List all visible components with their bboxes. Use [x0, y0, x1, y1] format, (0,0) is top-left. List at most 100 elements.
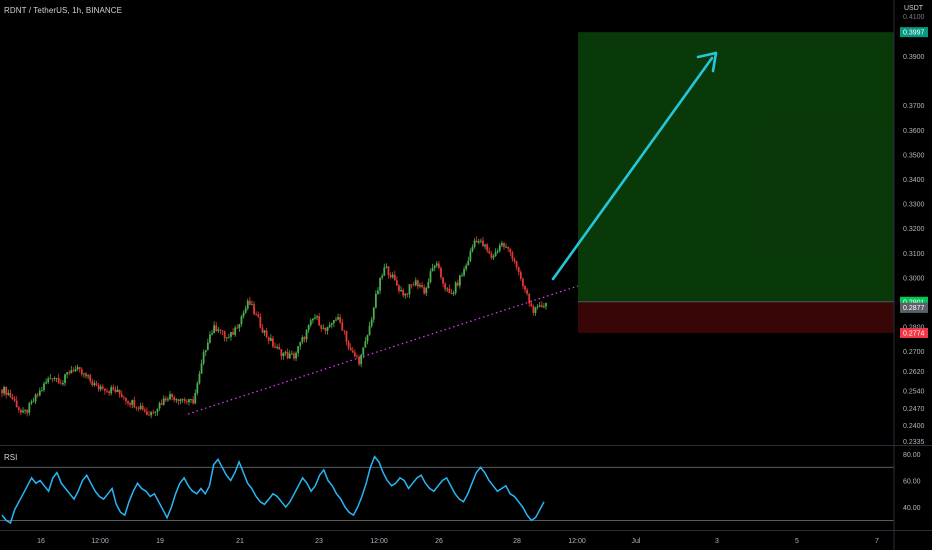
candle-body: [494, 252, 497, 257]
candle-body: [97, 384, 100, 390]
candle-body: [452, 292, 455, 295]
candle-body: [106, 390, 108, 392]
candle-body: [309, 320, 312, 326]
candle-body: [492, 256, 495, 258]
rsi-line: [1, 455, 545, 525]
candle-body: [99, 386, 102, 390]
price-tick-label: 0.3000: [903, 275, 925, 282]
candle-body: [503, 243, 505, 248]
candle-body: [272, 338, 274, 347]
candle-body: [303, 337, 306, 340]
symbol-title[interactable]: RDNT / TetherUS, 1h, BINANCE: [4, 6, 123, 15]
candle-body: [244, 308, 247, 313]
candle-body: [76, 367, 79, 370]
candle-body: [9, 392, 12, 397]
candle-body: [479, 240, 482, 242]
price-tick-label: 0.4100: [903, 14, 925, 21]
candle-body: [467, 260, 470, 266]
candle-body: [89, 375, 92, 382]
candle-body: [477, 241, 480, 243]
candle-body: [185, 401, 188, 403]
candle-body: [20, 409, 22, 413]
rsi-pane: 40.00 60.00 80.00: [0, 452, 921, 525]
candle-body: [496, 250, 499, 253]
candle-body: [13, 398, 16, 401]
candle-body: [129, 403, 132, 405]
candle-body: [55, 377, 58, 379]
candle-body: [379, 277, 381, 291]
candle-body: [78, 367, 81, 370]
candle-body: [118, 389, 121, 395]
price-tick-label: 0.2700: [903, 349, 925, 356]
candle-body: [454, 282, 457, 293]
candle-body: [360, 354, 363, 365]
candle-body: [230, 332, 232, 337]
candle-body: [93, 383, 96, 386]
candle-body: [242, 312, 245, 317]
candle-body: [112, 387, 115, 390]
candle-body: [416, 280, 419, 287]
candle-body: [85, 373, 87, 377]
candle-body: [206, 342, 209, 351]
candle-body: [475, 240, 478, 243]
rsi-indicator-label[interactable]: RSI: [4, 453, 18, 462]
candle-body: [469, 251, 472, 261]
candle-body: [286, 351, 289, 359]
candle-body: [444, 283, 447, 290]
candle-body: [280, 349, 283, 357]
candle-body: [370, 319, 373, 327]
target-zone: [578, 32, 894, 302]
drawing-overlays[interactable]: [187, 51, 718, 415]
candle-body: [377, 290, 379, 294]
candle-body: [500, 243, 503, 246]
candle-body: [484, 244, 486, 247]
time-tick-label: 28: [513, 538, 521, 545]
candle-body: [160, 403, 163, 405]
candle-body: [211, 333, 213, 335]
candle-body: [290, 353, 293, 355]
candle-body: [524, 286, 526, 290]
candle-body: [421, 284, 423, 288]
candle-body: [22, 410, 24, 413]
candle-body: [51, 378, 54, 380]
candle-body: [431, 267, 434, 272]
time-tick-label: 26: [435, 538, 443, 545]
candle-body: [66, 372, 69, 375]
candle-body: [154, 411, 157, 413]
candle-body: [221, 330, 224, 332]
candle-body: [335, 319, 337, 321]
target-price-tag: 0.3997: [903, 30, 925, 37]
candle-body: [120, 394, 123, 398]
candle-body: [511, 252, 514, 260]
stop-price-tag-bg: [900, 328, 928, 339]
candle-body: [32, 401, 35, 403]
candle-body: [47, 378, 50, 383]
candle-body: [194, 393, 197, 404]
candle-body: [395, 280, 398, 286]
candle-body: [251, 304, 253, 306]
candle-body: [219, 329, 222, 331]
projection-arrow[interactable]: [551, 56, 714, 281]
candle-body: [314, 317, 316, 319]
candle-body: [322, 327, 325, 329]
candle-body: [225, 337, 228, 339]
candle-body: [181, 399, 184, 400]
candle-body: [236, 327, 239, 329]
candle-body: [383, 267, 386, 276]
candle-body: [542, 306, 545, 308]
candle-body: [104, 388, 106, 391]
candle-body: [528, 293, 531, 304]
candle-body: [509, 248, 512, 253]
candle-body: [101, 386, 104, 389]
support-trendline: [187, 285, 579, 415]
price-tick-label: 0.3400: [903, 177, 925, 184]
candle-body: [57, 377, 60, 384]
candle-body: [259, 316, 262, 328]
candle-body: [53, 378, 56, 379]
candle-body: [278, 346, 281, 350]
candle-body: [505, 246, 507, 248]
candle-body: [240, 316, 243, 325]
candle-body: [43, 383, 45, 391]
time-tick-label: 21: [236, 538, 244, 545]
